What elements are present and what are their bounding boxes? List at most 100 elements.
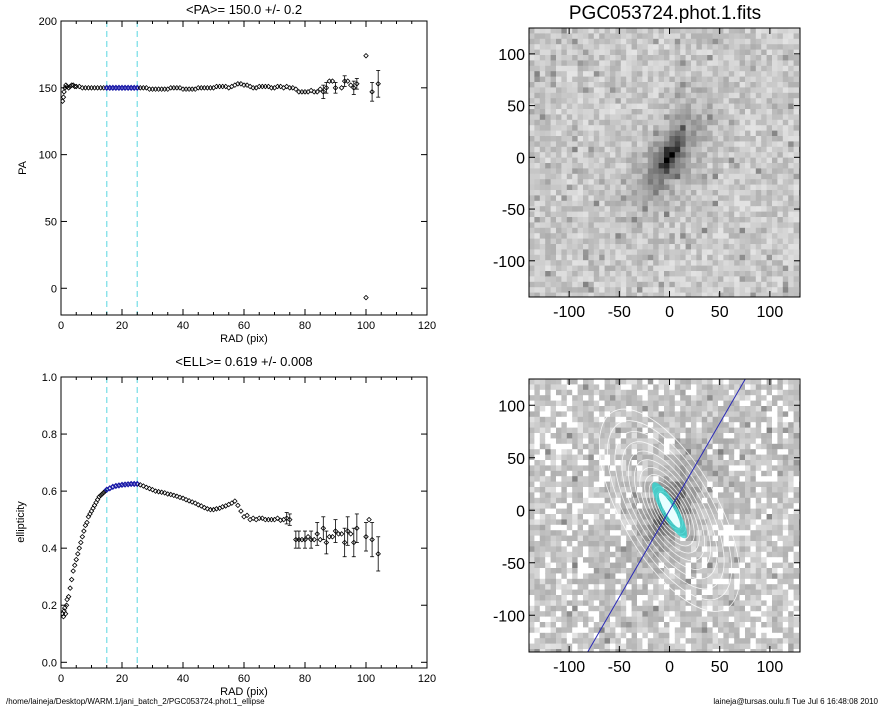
pa-point [244,82,250,88]
ell-point [90,505,96,512]
pa-point [207,85,214,91]
ell-point [363,533,369,540]
pa-ytick-label: 200 [39,16,57,28]
pa-point [247,83,253,90]
ell-point [96,494,102,500]
image-ytick-label: 0 [516,150,525,167]
image-xtick-label: 0 [665,304,674,321]
ell-point [244,512,250,519]
ell-point [146,485,153,492]
pa-xtick-label: 80 [299,320,311,332]
ell-point [351,539,357,546]
ell-point [344,528,351,534]
ell-point [161,490,168,496]
pa-point [161,86,168,92]
ell-point [250,515,256,521]
ell-ytick-label: 1.0 [42,372,57,384]
ell-point [253,516,259,523]
pa-point [299,89,305,95]
ell-errorbar [296,530,301,549]
ell-xtick-label: 40 [177,673,189,685]
ell-point [323,539,330,546]
pa-point [152,86,159,92]
pa-ytick-label: 150 [39,83,57,95]
image-xtick-label: -50 [608,304,631,321]
ell-point [299,536,305,543]
ell-errorbar [364,522,368,552]
ell-point [164,491,171,497]
pa-plot-frame [60,20,428,316]
ell-point [137,482,144,488]
pa-panel: <PA>= 150.0 +/- 0.2 0 20 40 60 80 100 120 0 50 1… [17,2,436,345]
ell-point [335,531,342,537]
ell-point [201,504,208,511]
pa-xtick-label: 20 [116,320,128,332]
ellipse-fit-xtick-label: 100 [757,659,784,676]
ell-ytick-label: 0.8 [42,429,57,441]
pa-y-ticks: 0 50 100 150 200 [39,16,427,295]
ell-errorbars [284,512,381,572]
image-x-ticks: -100 -50 0 50 100 [553,28,783,321]
image-xtick-label: 50 [711,304,729,321]
ell-point [354,525,360,531]
pa-point [183,86,189,92]
pa-point [76,83,83,90]
ell-point [302,536,308,543]
ell-point [347,531,354,537]
pa-point [174,85,180,91]
pa-point [332,85,339,91]
ell-point [232,498,238,504]
ellipse-fit-ytick-label: 50 [507,451,525,468]
pa-point [61,89,67,95]
pa-point [94,85,101,91]
pa-point [338,85,345,91]
pa-point [186,86,192,92]
ell-ytick-label: 0.2 [42,600,57,612]
pa-point [259,83,266,90]
pa-errorbars [321,70,381,102]
pa-point [97,85,104,91]
ellipse-fit-panel: -100 -50 0 50 100 -100 -50 0 50 100 [493,378,801,676]
ell-point [286,516,293,523]
pa-point [143,85,150,91]
ell-errorbar [376,536,381,572]
ell-point [140,483,147,489]
pa-point [277,83,284,90]
pa-point [158,86,165,92]
ellipse-fit-major-axis-line [587,379,746,652]
ell-errorbar [309,530,314,549]
ell-point [259,515,266,521]
ell-point [247,516,253,523]
pa-errorbar [321,84,326,99]
ell-errorbar [370,522,375,558]
ell-xlabel: RAD (pix) [220,686,268,698]
pa-point [351,85,357,91]
pa-point [344,78,351,84]
ell-xtick-label: 120 [418,673,436,685]
pa-point [85,85,92,91]
ell-xtick-label: 20 [116,673,128,685]
ell-point [320,525,327,531]
ell-point [134,480,141,488]
ell-point [76,545,83,551]
pa-errorbar [376,70,381,98]
ell-point [192,500,198,506]
image-y-ticks: -100 -50 0 50 100 [493,47,800,271]
ell-xtick-label: 100 [357,673,375,685]
ell-point [177,494,183,501]
ell-errorbar [287,513,292,526]
ell-ytick-label: 0.6 [42,486,57,498]
ell-point [235,502,241,509]
ell-point [375,551,381,557]
footer-user-timestamp: laineja@tursas.oulu.fi Tue Jul 6 16:48:0… [713,697,878,706]
ell-point [366,516,372,523]
pa-points [61,52,381,301]
ell-point [268,516,275,523]
ell-point [329,533,336,540]
pa-point [363,294,369,301]
pa-vlines [106,21,138,315]
ell-point [102,488,108,494]
ell-point [326,533,333,540]
ell-point [183,496,189,503]
